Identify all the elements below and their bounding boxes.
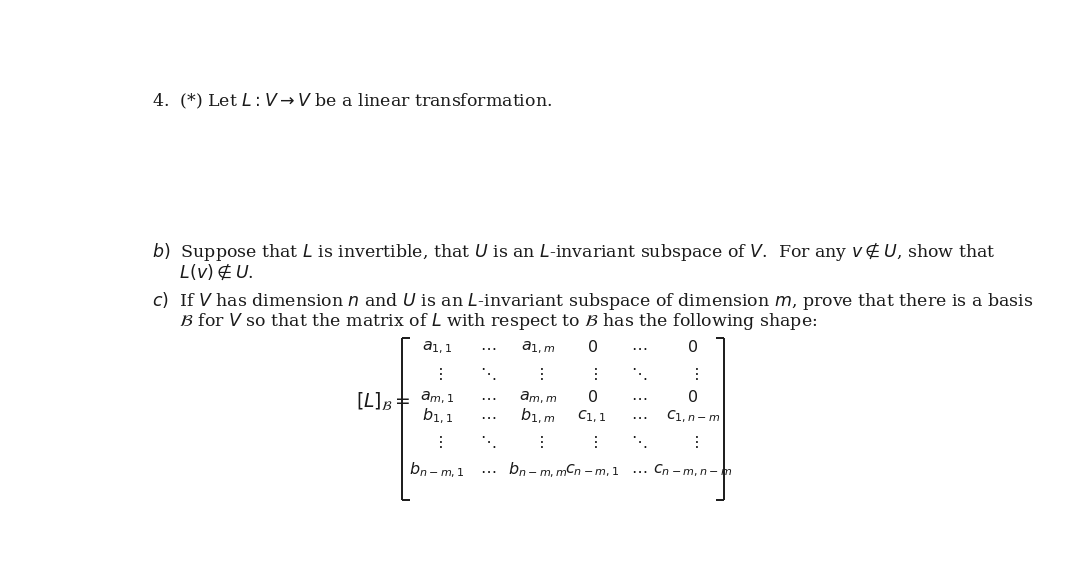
- Text: $c_{n-m,n-m}$: $c_{n-m,n-m}$: [653, 462, 732, 479]
- Text: $a_{m,1}$: $a_{m,1}$: [420, 389, 455, 406]
- Text: $\vdots$: $\vdots$: [688, 434, 699, 451]
- Text: $\vdots$: $\vdots$: [688, 366, 699, 383]
- Text: $L(v) \notin U$.: $L(v) \notin U$.: [152, 261, 254, 282]
- Text: $0$: $0$: [586, 339, 597, 356]
- Text: $c)$  If $V$ has dimension $n$ and $U$ is an $L$-invariant subspace of dimension: $c)$ If $V$ has dimension $n$ and $U$ is…: [152, 289, 1034, 312]
- Text: $b_{n-m,1}$: $b_{n-m,1}$: [409, 461, 465, 481]
- Text: $c_{1,1}$: $c_{1,1}$: [578, 408, 607, 425]
- Text: $\cdots$: $\cdots$: [631, 408, 647, 425]
- Text: $\cdots$: $\cdots$: [480, 408, 496, 425]
- Text: $\ddots$: $\ddots$: [631, 366, 647, 383]
- Text: $\ddots$: $\ddots$: [631, 434, 647, 451]
- Text: $\cdots$: $\cdots$: [480, 389, 496, 406]
- Text: $b)$  Suppose that $L$ is invertible, that $U$ is an $L$-invariant subspace of $: $b)$ Suppose that $L$ is invertible, tha…: [152, 240, 996, 263]
- Text: $0$: $0$: [586, 389, 597, 406]
- Text: $b_{1,1}$: $b_{1,1}$: [422, 407, 453, 427]
- Text: $0$: $0$: [688, 389, 699, 406]
- Text: $\vdots$: $\vdots$: [532, 434, 543, 451]
- Text: $\cdots$: $\cdots$: [631, 462, 647, 479]
- Text: $\cdots$: $\cdots$: [631, 339, 647, 356]
- Text: $\vdots$: $\vdots$: [432, 366, 443, 383]
- Text: $\cdots$: $\cdots$: [480, 339, 496, 356]
- Text: $\ddots$: $\ddots$: [480, 366, 496, 383]
- Text: $\cdots$: $\cdots$: [480, 462, 496, 479]
- Text: $b_{n-m,m}$: $b_{n-m,m}$: [508, 461, 568, 481]
- Text: $\vdots$: $\vdots$: [432, 434, 443, 451]
- Text: $a_{1,1}$: $a_{1,1}$: [422, 339, 453, 356]
- Text: $b_{1,m}$: $b_{1,m}$: [521, 407, 555, 427]
- Text: $\vdots$: $\vdots$: [586, 366, 597, 383]
- Text: $\vdots$: $\vdots$: [532, 366, 543, 383]
- Text: $\vdots$: $\vdots$: [586, 434, 597, 451]
- Text: $\cdots$: $\cdots$: [631, 389, 647, 406]
- Text: $0$: $0$: [688, 339, 699, 356]
- Text: $c_{n-m,1}$: $c_{n-m,1}$: [565, 462, 620, 479]
- Text: $\mathcal{B}$ for $V$ so that the matrix of $L$ with respect to $\mathcal{B}$ ha: $\mathcal{B}$ for $V$ so that the matrix…: [152, 311, 818, 332]
- Text: $a_{1,m}$: $a_{1,m}$: [521, 339, 555, 356]
- Text: 4.  (*) Let $L : V \rightarrow V$ be a linear transformation.: 4. (*) Let $L : V \rightarrow V$ be a li…: [152, 92, 552, 111]
- Text: $c_{1,n-m}$: $c_{1,n-m}$: [665, 408, 720, 425]
- Text: $[L]_{\mathcal{B}} =$: $[L]_{\mathcal{B}} =$: [356, 390, 410, 413]
- Text: $a_{m,m}$: $a_{m,m}$: [518, 389, 557, 406]
- Text: $\ddots$: $\ddots$: [480, 434, 496, 451]
